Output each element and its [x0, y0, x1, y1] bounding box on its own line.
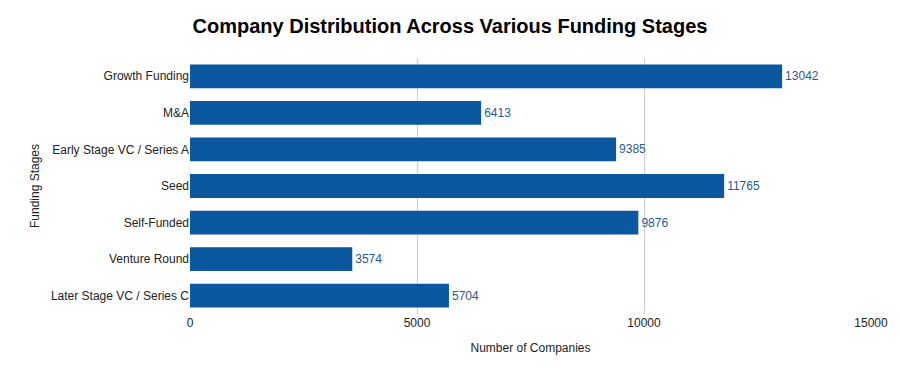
svg-text:0: 0 — [187, 316, 194, 330]
svg-text:Number of Companies: Number of Companies — [470, 341, 590, 355]
svg-text:6413: 6413 — [484, 106, 511, 120]
svg-text:9385: 9385 — [619, 142, 646, 156]
svg-text:Company Distribution Across Va: Company Distribution Across Various Fund… — [193, 15, 708, 37]
svg-text:5000: 5000 — [404, 316, 431, 330]
svg-text:3574: 3574 — [355, 252, 382, 266]
svg-text:9876: 9876 — [641, 216, 668, 230]
svg-text:Funding Stages: Funding Stages — [28, 144, 42, 228]
svg-text:M&A: M&A — [163, 106, 189, 120]
svg-text:Growth Funding: Growth Funding — [104, 69, 189, 83]
svg-text:Seed: Seed — [161, 179, 189, 193]
svg-text:Venture Round: Venture Round — [109, 252, 189, 266]
svg-text:11765: 11765 — [727, 179, 760, 193]
svg-text:5704: 5704 — [452, 289, 479, 303]
svg-text:Later Stage VC / Series C: Later Stage VC / Series C — [51, 289, 189, 303]
svg-text:15000: 15000 — [854, 316, 888, 330]
svg-text:13042: 13042 — [785, 69, 819, 83]
svg-text:10000: 10000 — [627, 316, 661, 330]
svg-text:Self-Funded: Self-Funded — [124, 216, 189, 230]
svg-text:Early Stage VC / Series A: Early Stage VC / Series A — [52, 143, 189, 157]
